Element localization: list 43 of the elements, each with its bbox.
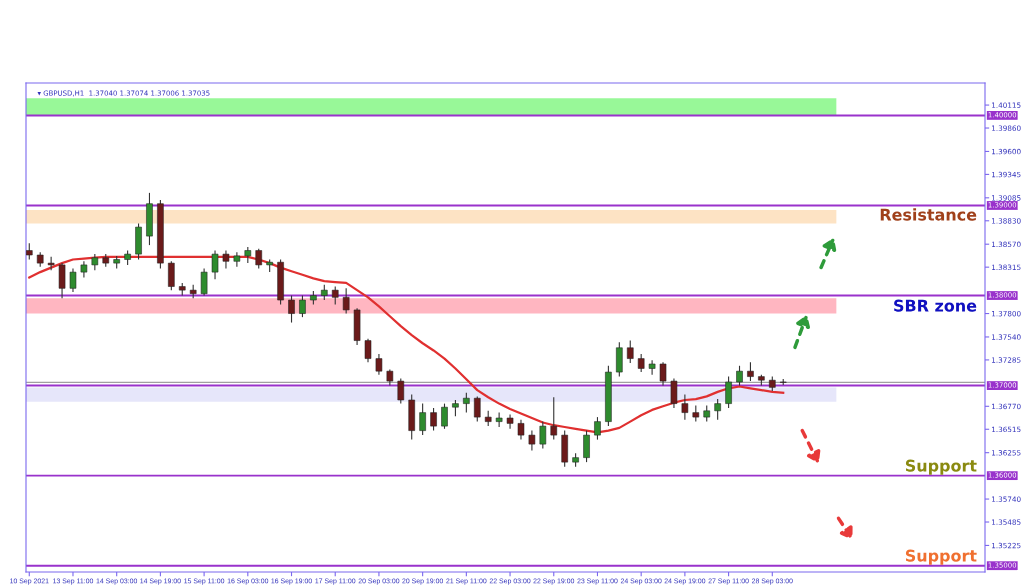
candlestick [583, 430, 590, 463]
text: Resistance [880, 208, 977, 221]
candlestick [200, 267, 208, 297]
candlestick [539, 421, 547, 450]
candlestick [594, 416, 601, 441]
candlestick [725, 376, 732, 409]
candlestick [168, 260, 175, 291]
text: Support [905, 459, 977, 475]
candlestick [736, 365, 743, 387]
candlestick [331, 285, 339, 306]
candlestick [299, 294, 306, 318]
candlestick [473, 395, 481, 423]
candlestick [233, 251, 241, 268]
candlestick [495, 412, 503, 428]
candlestick [528, 430, 536, 451]
candlestick [659, 361, 667, 387]
candlestick [58, 262, 66, 299]
candlestick [670, 377, 678, 409]
candlestick [441, 403, 448, 430]
candlestick [222, 249, 230, 270]
candlestick [375, 353, 383, 376]
candlestick [550, 396, 558, 441]
candlestick [288, 294, 295, 324]
candlestick [47, 256, 55, 271]
candlestick [637, 353, 645, 373]
candlestick [69, 267, 77, 293]
text: SBR zone [894, 299, 977, 312]
candlestick [255, 248, 263, 270]
candlestick [463, 392, 470, 414]
candlestick [681, 394, 689, 421]
candlestick [747, 361, 754, 382]
candlestick [517, 419, 525, 441]
candlestick [397, 377, 405, 405]
candlestick [506, 413, 514, 430]
candlestick [364, 338, 372, 363]
candlestick [419, 403, 426, 436]
text: Support [905, 549, 977, 565]
candlestick [211, 249, 219, 280]
candlestick [430, 407, 437, 432]
candlestick [342, 287, 350, 315]
candlestick [714, 398, 721, 421]
candlestick [626, 340, 634, 364]
candlestick [648, 359, 656, 376]
